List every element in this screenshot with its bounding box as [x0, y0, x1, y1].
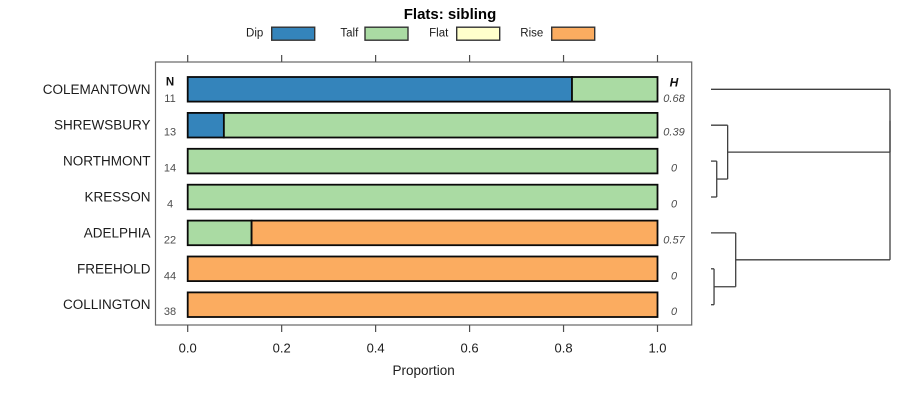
bar-segment-adelphia-talf [186, 219, 253, 247]
legend-swatch-dip [271, 26, 316, 41]
bar-segment-kresson-talf [186, 183, 659, 211]
h-value-shrewsbury: 0.39 [663, 127, 684, 139]
h-value-kresson: 0 [671, 199, 678, 211]
bar-segment-collington-rise [186, 291, 659, 318]
x-tick-label-0.4: 0.4 [367, 341, 385, 356]
legend-label-talf: Talf [340, 28, 359, 40]
category-label-collington: COLLINGTON [63, 297, 151, 312]
plot-box [154, 61, 693, 326]
h-value-collington: 0 [671, 306, 678, 318]
x-tick-label-0.8: 0.8 [555, 341, 573, 356]
legend-swatch-rise [551, 26, 596, 41]
bar-segment-colemantown-dip [186, 76, 573, 103]
chart-title: Flats: sibling [403, 6, 497, 23]
n-value-colemantown: 11 [164, 93, 175, 105]
x-tick-label-0.6: 0.6 [461, 341, 479, 356]
h-column-header: H [670, 75, 679, 89]
category-label-colemantown: COLEMANTOWN [43, 82, 151, 97]
bar-segment-shrewsbury-dip [186, 112, 225, 139]
bar-segment-adelphia-rise [250, 219, 659, 247]
legend-swatch-flat [456, 26, 501, 41]
n-value-freehold: 44 [164, 270, 176, 282]
x-tick-label-0.0: 0.0 [179, 341, 197, 356]
bar-segment-freehold-rise [186, 255, 659, 283]
h-value-northmont: 0 [671, 163, 678, 175]
n-column-header: N [166, 76, 174, 88]
x-axis-title: Proportion [392, 363, 454, 378]
h-value-colemantown: 0.68 [663, 93, 685, 105]
h-value-adelphia: 0.57 [663, 234, 685, 246]
x-tick-label-0.2: 0.2 [273, 341, 291, 356]
bar-segment-colemantown-talf [571, 76, 659, 103]
n-value-collington: 38 [164, 306, 176, 318]
n-value-adelphia: 22 [164, 234, 176, 246]
category-label-shrewsbury: SHREWSBURY [54, 118, 151, 133]
legend-swatch-talf [364, 26, 409, 41]
h-value-freehold: 0 [671, 270, 678, 282]
n-value-shrewsbury: 13 [164, 127, 176, 139]
category-label-northmont: NORTHMONT [63, 154, 151, 169]
bar-segment-northmont-talf [186, 147, 659, 175]
n-value-kresson: 4 [167, 199, 173, 211]
legend-label-rise: Rise [520, 28, 543, 40]
category-label-freehold: FREEHOLD [77, 261, 151, 276]
legend-label-flat: Flat [429, 28, 449, 40]
bar-segment-shrewsbury-talf [222, 112, 659, 139]
n-value-northmont: 14 [164, 163, 176, 175]
category-label-kresson: KRESSON [84, 190, 150, 205]
category-label-adelphia: ADELPHIA [84, 225, 151, 240]
x-tick-label-1.0: 1.0 [648, 341, 666, 356]
legend-label-dip: Dip [246, 28, 263, 40]
